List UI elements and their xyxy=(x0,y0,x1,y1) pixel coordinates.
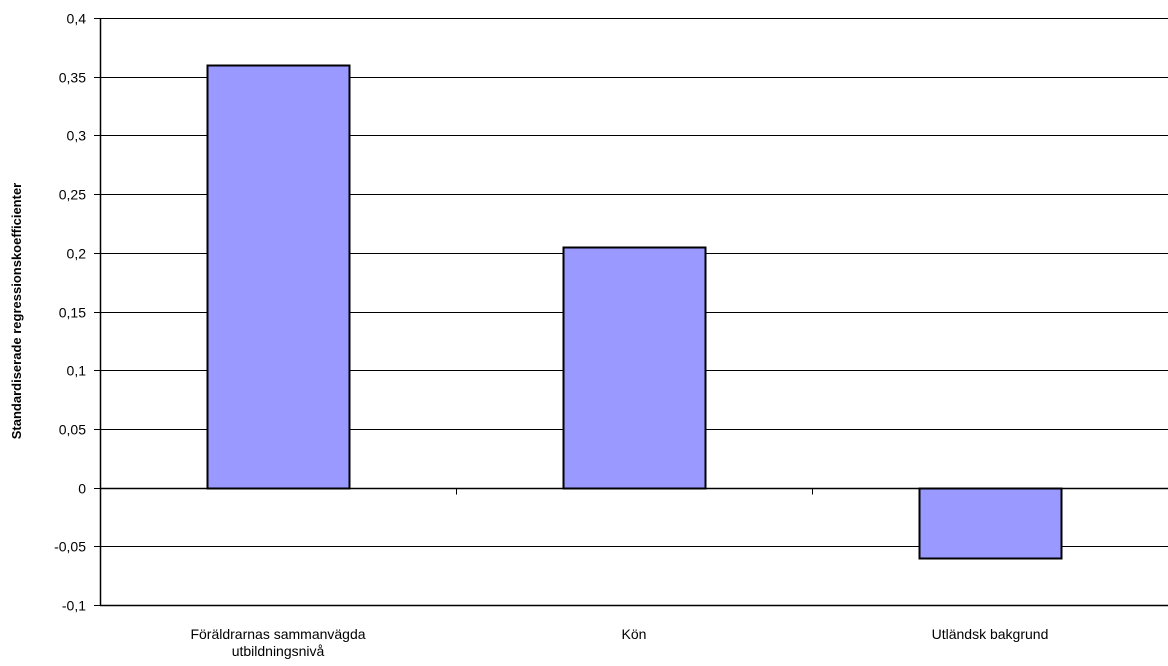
bar xyxy=(562,246,707,490)
y-tick-label: -0,05 xyxy=(54,539,86,555)
bars xyxy=(206,64,1063,560)
bar xyxy=(206,64,351,490)
y-tick-label: 0,4 xyxy=(67,11,87,27)
y-tick-label: 0 xyxy=(78,481,86,497)
bar xyxy=(918,487,1063,560)
y-tick-label: 0,25 xyxy=(59,187,86,203)
y-tick-label: 0,3 xyxy=(67,128,87,144)
axes xyxy=(94,18,1168,607)
x-category-label: Kön xyxy=(622,626,647,642)
y-tick-label: 0,35 xyxy=(59,70,86,86)
y-tick-label: 0,15 xyxy=(59,305,86,321)
y-tick-labels: 0,4 0,35 0,3 0,25 0,2 0,15 0,1 0,05 0 -0,05 -0,1 xyxy=(54,11,86,614)
x-category-labels: Föräldrarnas sammanvägda utbildningsnivå K… xyxy=(190,626,1048,659)
y-tick-label: -0,1 xyxy=(62,598,86,614)
x-category-label: Utländsk bakgrund xyxy=(932,626,1049,642)
x-category-label: Föräldrarnas sammanvägda utbildningsnivå xyxy=(190,626,365,659)
y-tick-label: 0,2 xyxy=(67,246,87,262)
y-tick-label: 0,05 xyxy=(59,422,86,438)
y-axis-title: Standardiserade regressionskoefficienter xyxy=(9,183,24,440)
y-tick-label: 0,1 xyxy=(67,363,87,379)
